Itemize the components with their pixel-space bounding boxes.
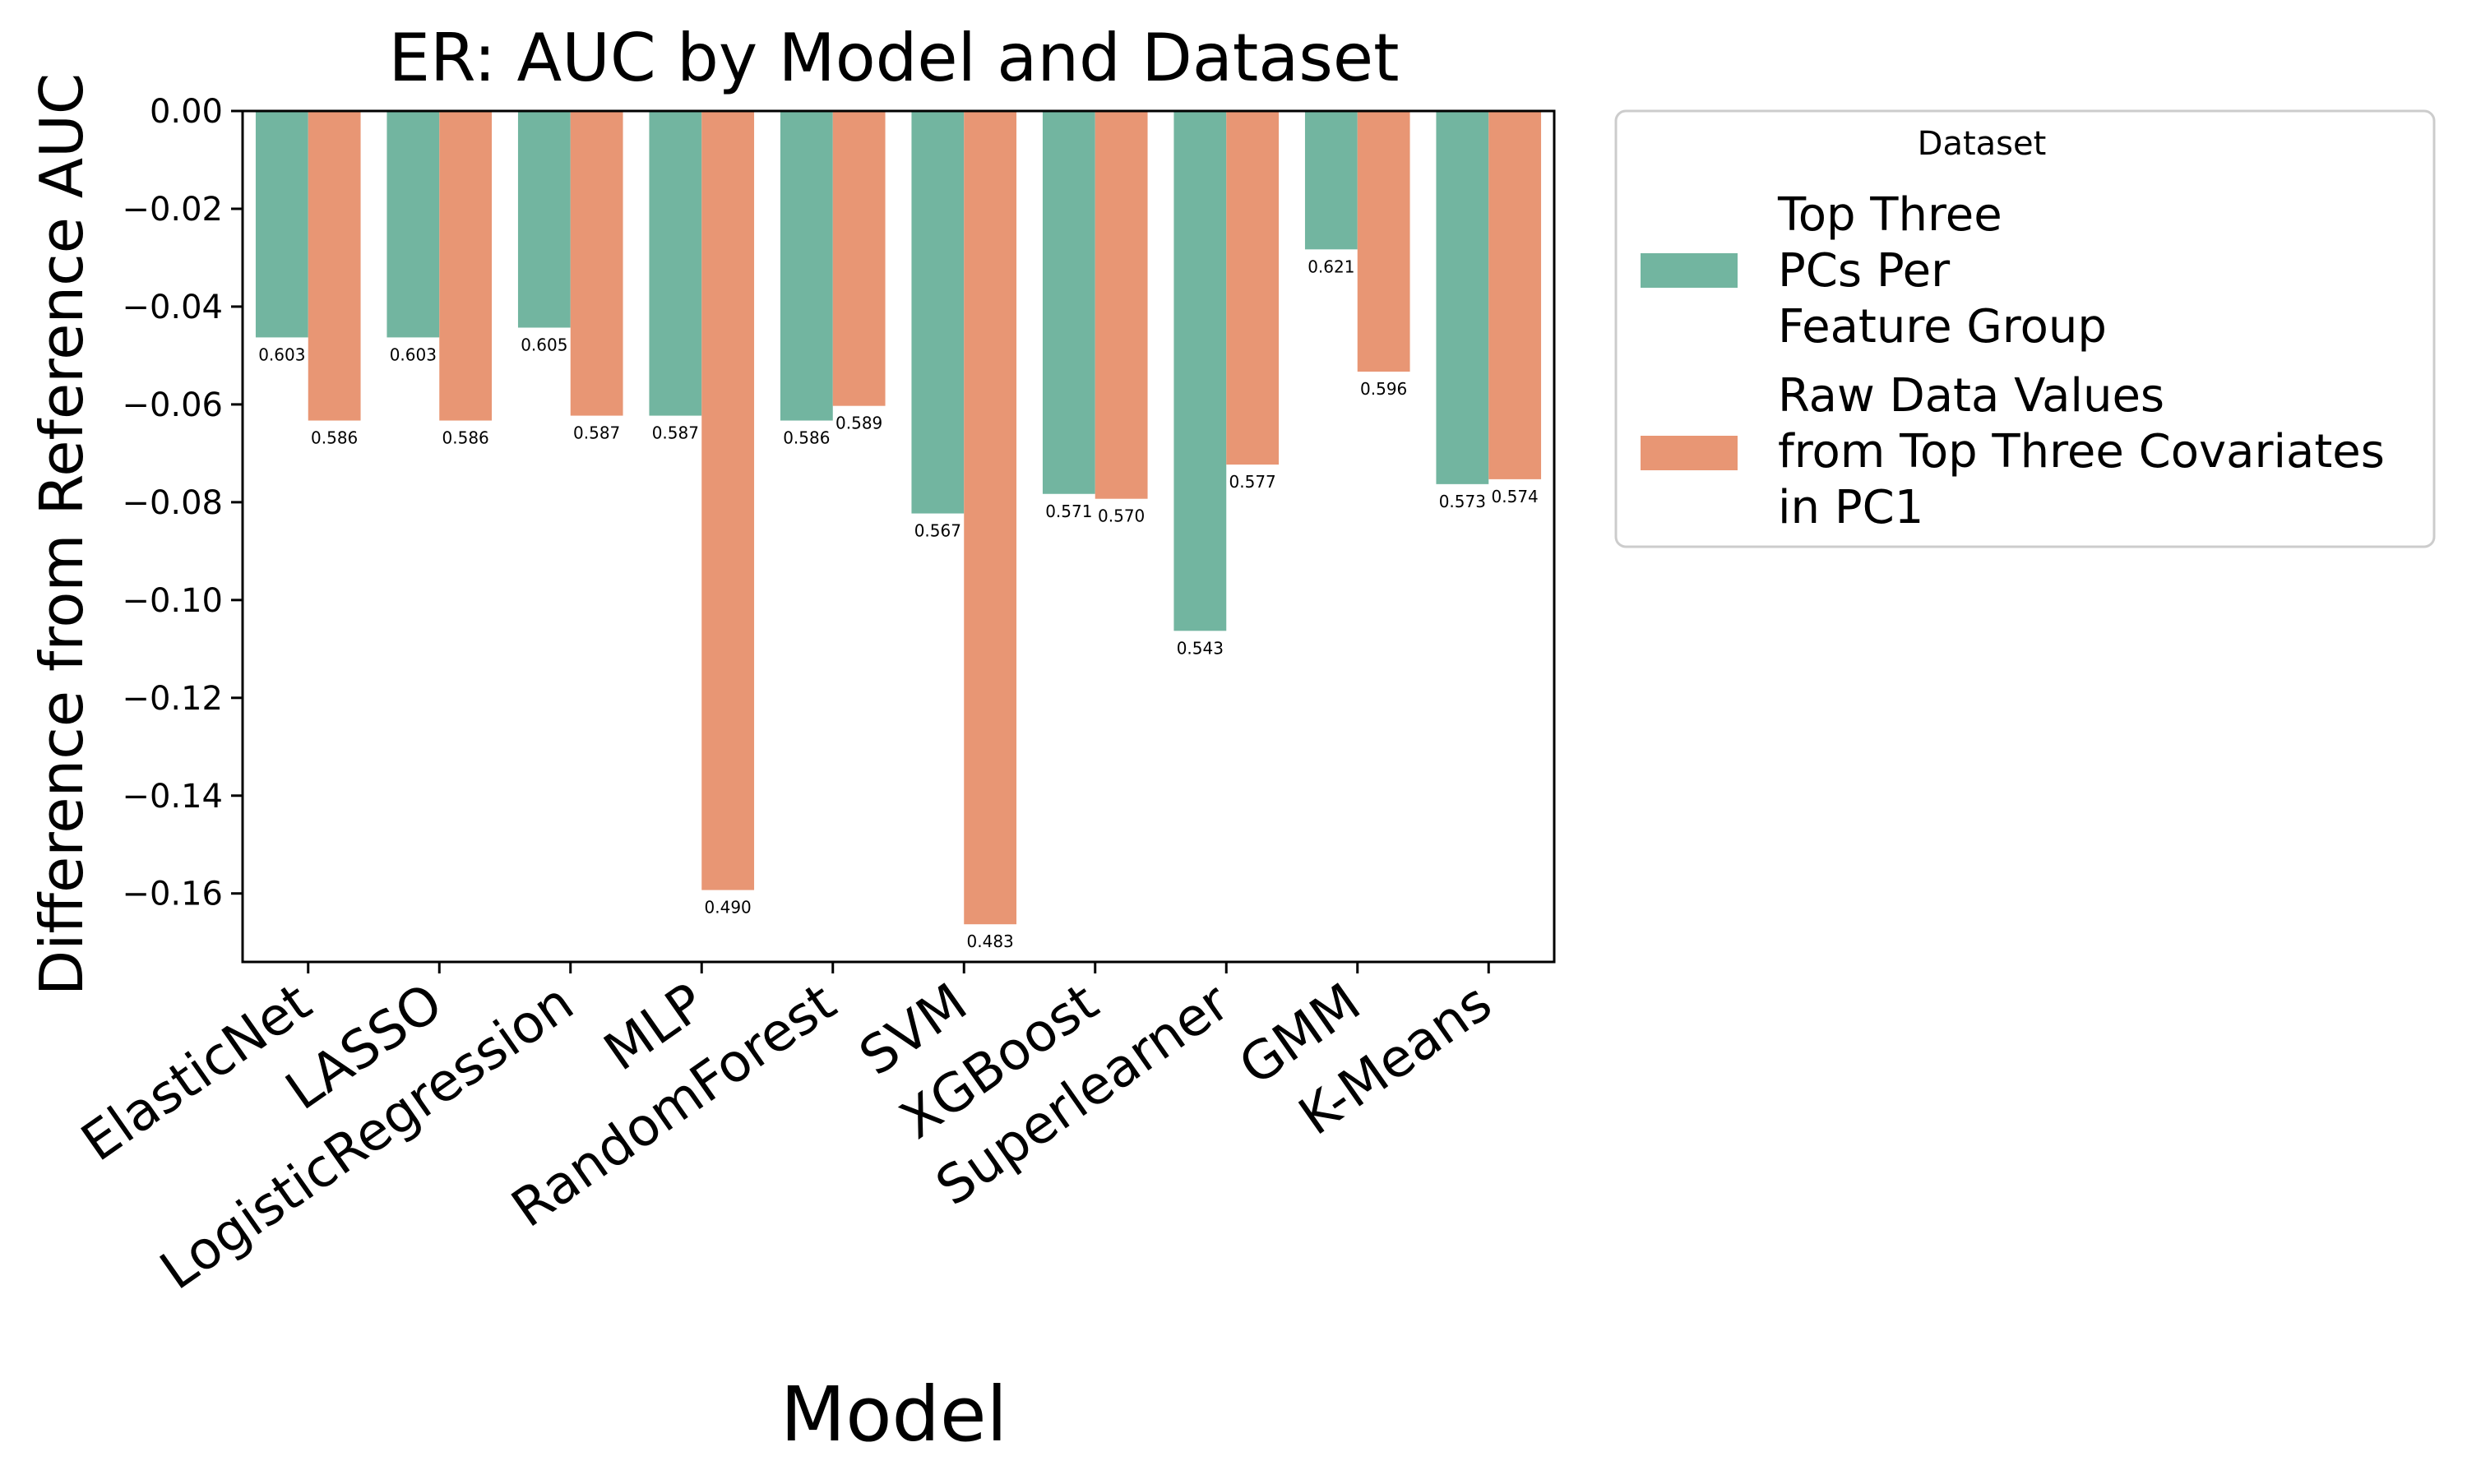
bar-value-label: 0.577 bbox=[1229, 472, 1276, 492]
bar-value-label: 0.543 bbox=[1177, 638, 1224, 658]
bar-value-label: 0.573 bbox=[1439, 492, 1486, 511]
chart-title: ER: AUC by Model and Dataset bbox=[388, 20, 1399, 96]
legend-label-series-1: Top Three PCs Per Feature Group bbox=[1777, 188, 2107, 354]
legend-swatch-series-1 bbox=[1641, 253, 1738, 288]
bar-value-label: 0.571 bbox=[1045, 502, 1092, 521]
bar-value-label: 0.490 bbox=[705, 898, 752, 918]
bar-series-2-RandomForest bbox=[832, 111, 886, 406]
bar-series-1-K-Means bbox=[1436, 111, 1489, 484]
bar-value-label: 0.483 bbox=[967, 932, 1014, 951]
bar-series-2-ElasticNet bbox=[308, 111, 361, 421]
legend-label-line: Top Three bbox=[1777, 188, 2002, 242]
y-tick-label: −0.12 bbox=[122, 680, 223, 718]
bars-layer bbox=[255, 111, 1542, 925]
bar-value-label: 0.574 bbox=[1492, 487, 1539, 506]
bar-series-1-LogisticRegression bbox=[517, 111, 571, 328]
bar-series-1-RandomForest bbox=[780, 111, 833, 421]
legend-label-line: from Top Three Covariates bbox=[1778, 425, 2385, 478]
bar-series-1-ElasticNet bbox=[255, 111, 308, 338]
bar-value-label: 0.605 bbox=[521, 335, 567, 355]
bar-series-1-XGBoost bbox=[1042, 111, 1095, 494]
bar-series-1-LASSO bbox=[386, 111, 440, 338]
bar-value-label: 0.603 bbox=[390, 344, 437, 364]
bar-series-1-SVM bbox=[911, 111, 965, 514]
bar-value-label: 0.586 bbox=[783, 428, 830, 448]
bar-value-label: 0.587 bbox=[573, 423, 620, 443]
bar-series-1-Superlearner bbox=[1173, 111, 1227, 631]
bar-value-label: 0.567 bbox=[914, 521, 961, 541]
bar-series-2-Superlearner bbox=[1226, 111, 1280, 465]
plot-frame bbox=[241, 109, 1556, 964]
y-tick-label: −0.10 bbox=[122, 582, 223, 620]
legend-swatch-series-2 bbox=[1641, 436, 1738, 470]
y-tick-label: −0.04 bbox=[122, 289, 223, 326]
bar-series-1-MLP bbox=[649, 111, 702, 416]
legend-label-line: PCs Per bbox=[1778, 244, 1951, 298]
y-tick-label: −0.02 bbox=[122, 191, 223, 229]
y-axis-label: Difference from Reference AUC bbox=[27, 73, 96, 996]
legend-frame bbox=[1614, 109, 2436, 548]
y-ticks-layer: 0.00 −0.02 −0.04 −0.06 −0.08 −0.10 −0.12 −0.14 −… bbox=[122, 93, 243, 913]
bar-series-2-LASSO bbox=[439, 111, 493, 421]
legend-label-series-2: Raw Data Values from Top Three Covariates… bbox=[1778, 369, 2385, 534]
legend-label-line: Feature Group bbox=[1778, 300, 2107, 354]
bar-series-2-LogisticRegression bbox=[570, 111, 623, 416]
legend-title: Dataset bbox=[1918, 125, 2047, 163]
y-tick-label: −0.08 bbox=[122, 484, 223, 522]
bar-series-2-MLP bbox=[701, 111, 755, 890]
bar-value-label: 0.596 bbox=[1360, 379, 1407, 399]
bar-series-2-GMM bbox=[1357, 111, 1410, 372]
y-tick-label: −0.14 bbox=[122, 778, 223, 816]
legend-label-line: in PC1 bbox=[1778, 481, 1923, 534]
bar-value-label: 0.586 bbox=[311, 428, 358, 448]
y-tick-label: 0.00 bbox=[150, 93, 223, 131]
bar-series-1-GMM bbox=[1304, 111, 1358, 250]
bar-value-label: 0.587 bbox=[652, 423, 699, 443]
x-axis-label: Model bbox=[780, 1371, 1007, 1459]
bar-series-2-SVM bbox=[964, 111, 1017, 925]
bar-labels-layer: 0.603 0.586 0.603 0.586 0.605 0.587 0.587 0.490… bbox=[258, 257, 1539, 951]
bar-value-label: 0.621 bbox=[1308, 257, 1354, 276]
bar-value-label: 0.586 bbox=[442, 428, 489, 448]
y-tick-label: −0.16 bbox=[122, 876, 223, 913]
legend: Dataset Top Three PCs Per Feature Group Ra… bbox=[1614, 109, 2436, 548]
bar-series-2-XGBoost bbox=[1095, 111, 1148, 499]
legend-label-line: Raw Data Values bbox=[1778, 369, 2164, 423]
bar-series-2-K-Means bbox=[1488, 111, 1542, 479]
bar-value-label: 0.570 bbox=[1098, 506, 1145, 526]
y-tick-label: −0.06 bbox=[122, 386, 223, 424]
bar-value-label: 0.589 bbox=[835, 414, 882, 433]
bar-value-label: 0.603 bbox=[258, 344, 305, 364]
